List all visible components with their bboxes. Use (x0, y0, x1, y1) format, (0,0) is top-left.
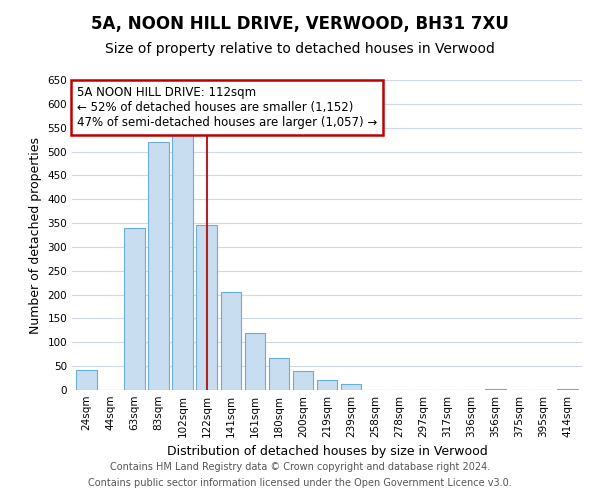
Text: Contains HM Land Registry data © Crown copyright and database right 2024.: Contains HM Land Registry data © Crown c… (110, 462, 490, 472)
Bar (172, 135, 193, 390)
Bar (76, 370, 97, 390)
Y-axis label: Number of detached properties: Number of detached properties (29, 136, 42, 334)
Bar (269, 358, 289, 390)
Bar (293, 371, 313, 390)
Bar (557, 389, 578, 390)
Bar (221, 292, 241, 390)
Bar (317, 380, 337, 390)
Bar (341, 384, 361, 390)
Text: 5A, NOON HILL DRIVE, VERWOOD, BH31 7XU: 5A, NOON HILL DRIVE, VERWOOD, BH31 7XU (91, 15, 509, 33)
Bar (245, 333, 265, 390)
Bar (148, 142, 169, 390)
Text: 5A NOON HILL DRIVE: 112sqm
← 52% of detached houses are smaller (1,152)
47% of s: 5A NOON HILL DRIVE: 112sqm ← 52% of deta… (77, 86, 377, 129)
Text: Size of property relative to detached houses in Verwood: Size of property relative to detached ho… (105, 42, 495, 56)
X-axis label: Distribution of detached houses by size in Verwood: Distribution of detached houses by size … (167, 446, 487, 458)
Text: Contains public sector information licensed under the Open Government Licence v3: Contains public sector information licen… (88, 478, 512, 488)
Bar (196, 226, 217, 390)
Bar (485, 389, 506, 390)
Bar (124, 228, 145, 390)
